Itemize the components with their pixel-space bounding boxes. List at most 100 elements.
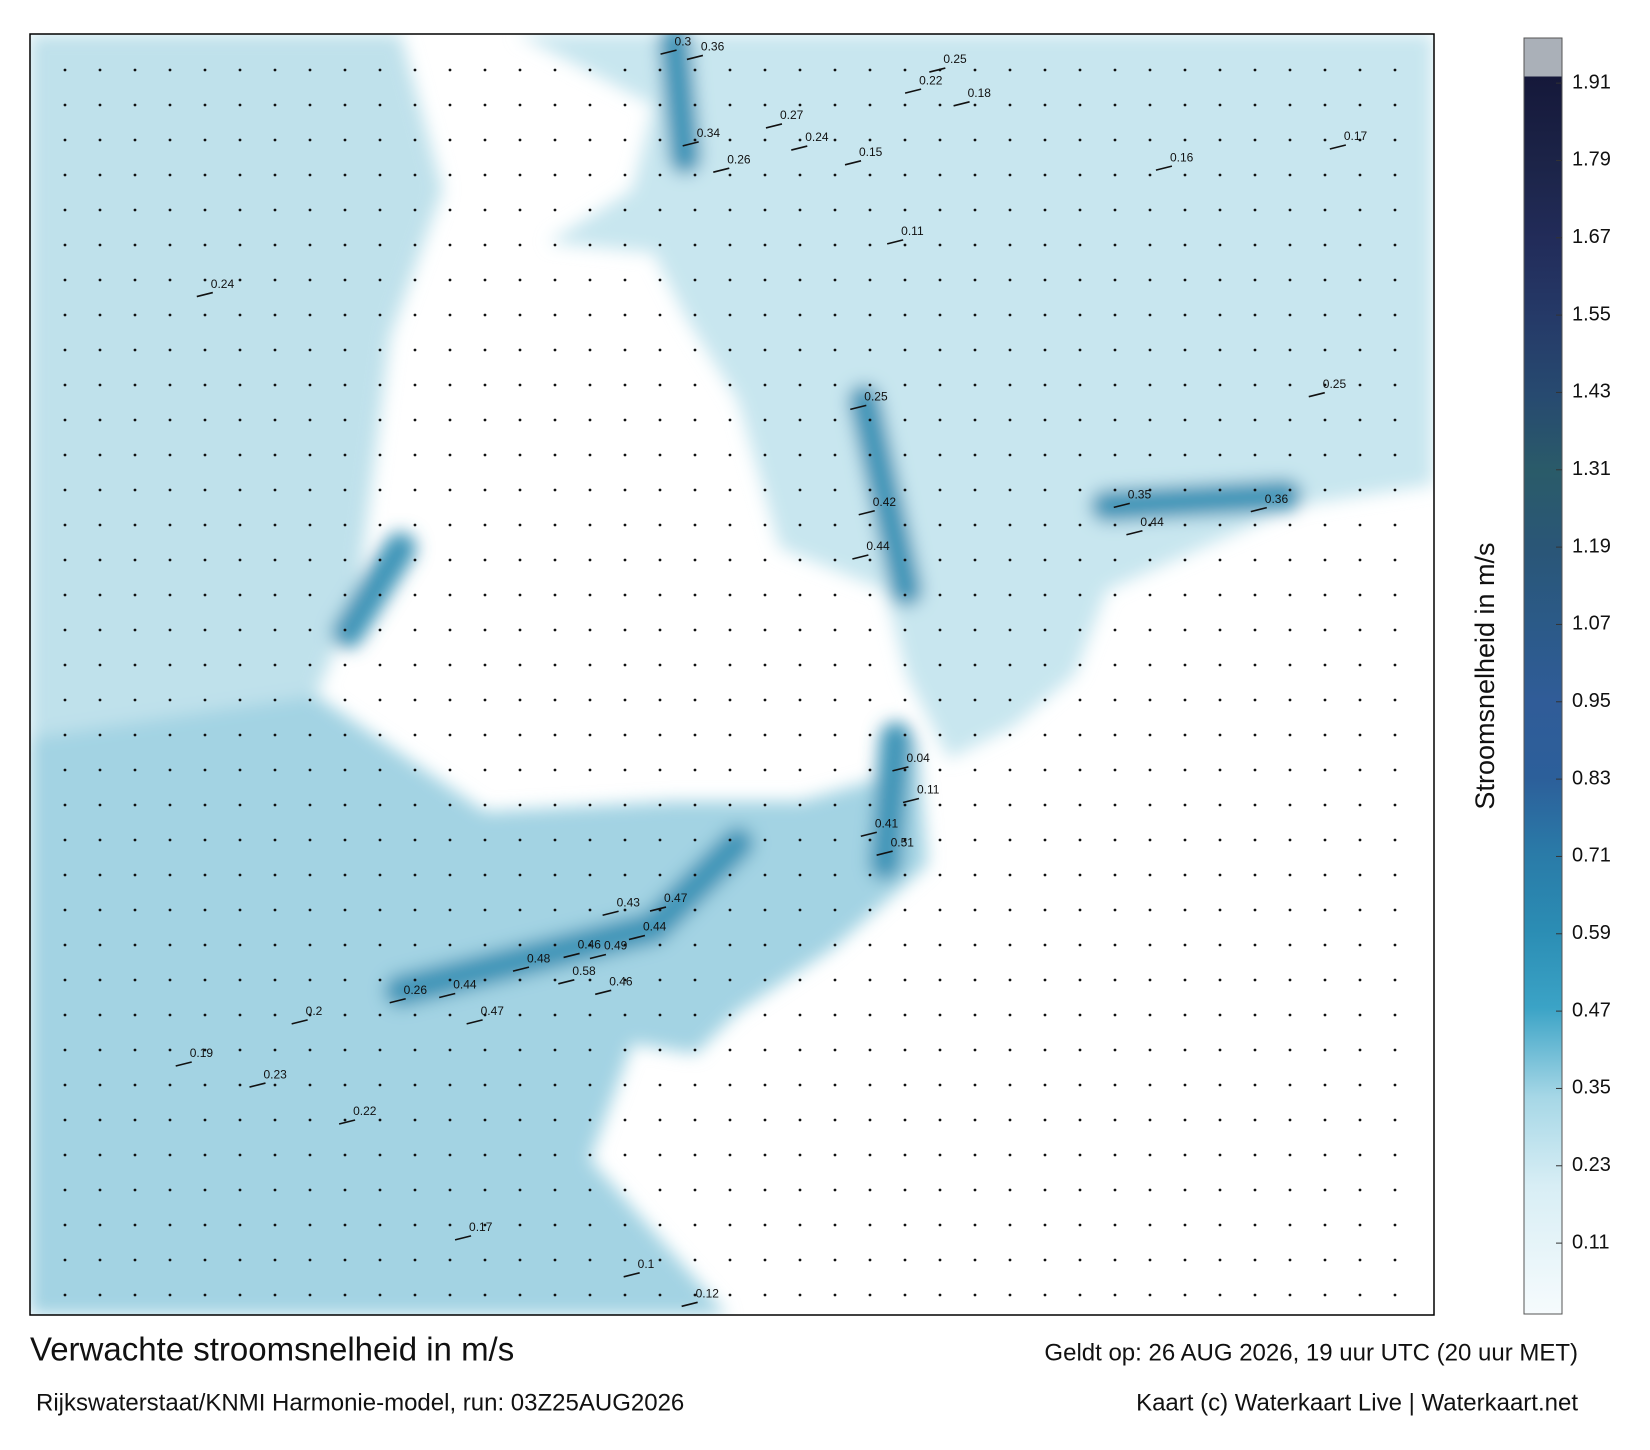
- grid-dot: [448, 383, 452, 387]
- grid-dot: [868, 348, 872, 352]
- grid-dot: [833, 243, 837, 247]
- grid-dot: [343, 173, 347, 177]
- grid-dot: [1393, 208, 1397, 212]
- grid-dot: [693, 593, 697, 597]
- grid-dot: [483, 488, 487, 492]
- grid-dot: [343, 243, 347, 247]
- value-label: 0.46: [578, 938, 602, 952]
- grid-dot: [763, 838, 767, 842]
- grid-dot: [658, 383, 662, 387]
- grid-dot: [1393, 1013, 1397, 1017]
- grid-dot: [413, 173, 417, 177]
- title: Verwachte stroomsnelheid in m/s: [30, 1331, 514, 1368]
- grid-dot: [1148, 698, 1152, 702]
- grid-dot: [588, 208, 592, 212]
- grid-dot: [1043, 243, 1047, 247]
- grid-dot: [1078, 908, 1082, 912]
- grid-dot: [798, 348, 802, 352]
- grid-dot: [903, 1153, 907, 1157]
- grid-dot: [623, 873, 627, 877]
- grid-dot: [378, 1293, 382, 1297]
- grid-dot: [623, 698, 627, 702]
- grid-dot: [798, 943, 802, 947]
- grid-dot: [133, 1188, 137, 1192]
- grid-dot: [273, 768, 277, 772]
- grid-dot: [693, 453, 697, 457]
- grid-dot: [1393, 593, 1397, 597]
- current-arrow: [249, 1082, 266, 1088]
- grid-dot: [98, 523, 102, 527]
- grid-dot: [973, 768, 977, 772]
- grid-dot: [343, 1293, 347, 1297]
- grid-dot: [833, 1223, 837, 1227]
- grid-dot: [168, 1223, 172, 1227]
- value-label: 0.44: [643, 920, 667, 934]
- grid-dot: [728, 488, 732, 492]
- grid-dot: [658, 348, 662, 352]
- map-frame: [29, 33, 1435, 1316]
- grid-dot: [588, 1223, 592, 1227]
- grid-dot: [238, 558, 242, 562]
- grid-dot: [1008, 523, 1012, 527]
- grid-dot: [1323, 523, 1327, 527]
- grid-dot: [693, 1118, 697, 1122]
- grid-dot: [1043, 488, 1047, 492]
- value-label: 0.35: [1128, 488, 1152, 502]
- value-label: 0.44: [866, 539, 890, 553]
- grid-dot: [63, 943, 67, 947]
- grid-dot: [98, 768, 102, 772]
- grid-dot: [763, 978, 767, 982]
- grid-dot: [1043, 593, 1047, 597]
- grid-dot: [238, 663, 242, 667]
- grid-dot: [798, 1293, 802, 1297]
- grid-dot: [1008, 173, 1012, 177]
- channel-sea: [30, 695, 928, 1315]
- grid-dot: [1148, 1223, 1152, 1227]
- grid-dot: [1043, 838, 1047, 842]
- grid-dot: [1148, 628, 1152, 632]
- grid-dot: [833, 313, 837, 317]
- grid-dot: [1288, 1258, 1292, 1262]
- grid-dot: [203, 908, 207, 912]
- grid-dot: [588, 138, 592, 142]
- value-label: 0.26: [727, 152, 751, 166]
- grid-dot: [1218, 1118, 1222, 1122]
- grid-dot: [1183, 768, 1187, 772]
- grid-dot: [868, 488, 872, 492]
- grid-dot: [1393, 838, 1397, 842]
- grid-dot: [273, 663, 277, 667]
- grid-dot: [133, 68, 137, 72]
- colorbar-tick-label: 1.43: [1572, 381, 1611, 403]
- grid-dot: [168, 138, 172, 142]
- colorbar-tick-label: 1.55: [1572, 303, 1611, 325]
- grid-dot: [553, 68, 557, 72]
- grid-dot: [1218, 453, 1222, 457]
- grid-dot: [203, 1153, 207, 1157]
- grid-dot: [273, 208, 277, 212]
- grid-dot: [1393, 278, 1397, 282]
- grid-dot: [133, 173, 137, 177]
- grid-dot: [833, 978, 837, 982]
- grid-dot: [868, 243, 872, 247]
- grid-dot: [518, 1258, 522, 1262]
- grid-dot: [833, 768, 837, 772]
- grid-dot: [483, 943, 487, 947]
- grid-dot: [798, 558, 802, 562]
- grid-dot: [1393, 628, 1397, 632]
- grid-dot: [1183, 103, 1187, 107]
- grid-dot: [728, 908, 732, 912]
- grid-dot: [238, 838, 242, 842]
- grid-dot: [1183, 68, 1187, 72]
- grid-dot: [1323, 103, 1327, 107]
- grid-dot: [1218, 768, 1222, 772]
- grid-dot: [623, 1223, 627, 1227]
- value-label: 0.25: [1323, 377, 1347, 391]
- grid-dot: [588, 908, 592, 912]
- grid-dot: [903, 1013, 907, 1017]
- grid-dot: [168, 558, 172, 562]
- grid-dot: [1393, 768, 1397, 772]
- grid-dot: [938, 243, 942, 247]
- grid-dot: [1358, 733, 1362, 737]
- grid-dot: [1148, 908, 1152, 912]
- grid-dot: [448, 1293, 452, 1297]
